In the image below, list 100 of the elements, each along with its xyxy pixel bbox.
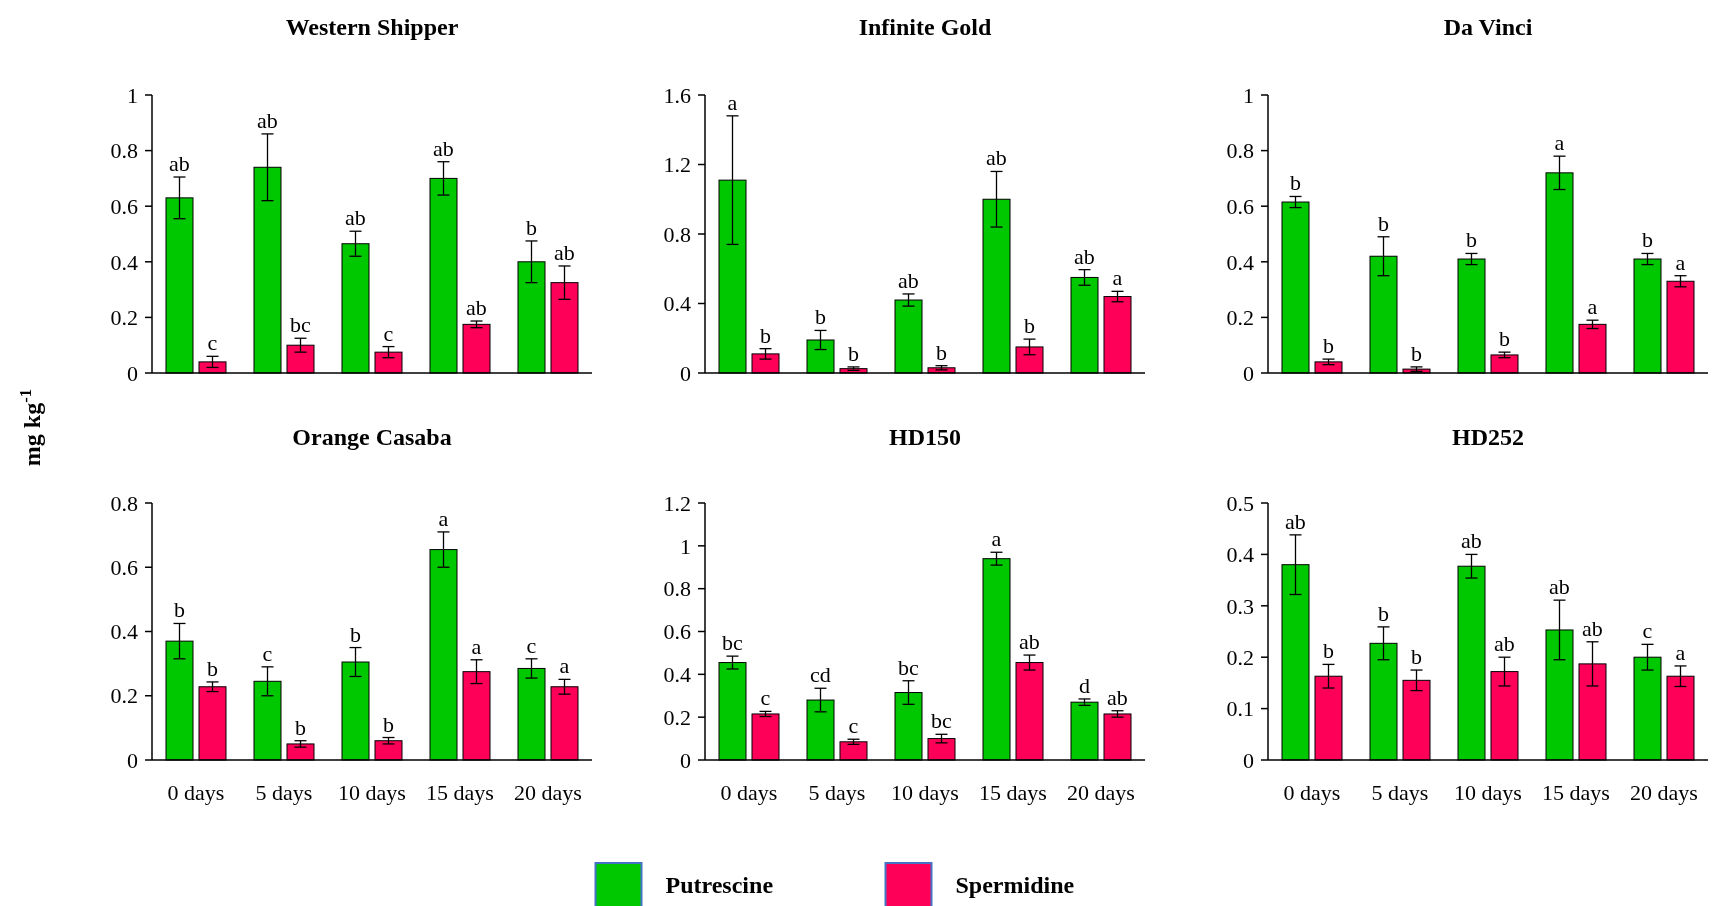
- chart-title: Orange Casaba: [292, 424, 452, 450]
- data-label: a: [727, 89, 738, 115]
- data-label: cd: [810, 662, 831, 688]
- x-tick-label: 0 days: [167, 780, 225, 805]
- data-label: b: [1323, 333, 1334, 359]
- data-label: b: [815, 304, 826, 330]
- data-label: b: [1466, 227, 1477, 253]
- y-tick-label: 0: [1243, 747, 1254, 773]
- data-label: a: [1587, 294, 1598, 320]
- x-tick-label: 20 days: [1630, 780, 1698, 805]
- y-tick-label: 0.1: [1226, 696, 1254, 722]
- data-label: bc: [722, 630, 744, 656]
- data-label: b: [848, 340, 859, 366]
- data-label: b: [936, 339, 947, 365]
- x-tick-label: 10 days: [338, 780, 406, 805]
- y-tick-label: 0: [1243, 360, 1254, 386]
- data-label: c: [848, 713, 859, 739]
- data-label: b: [383, 711, 394, 737]
- x-tick-label: 0 days: [720, 780, 778, 805]
- data-label: b: [295, 714, 306, 740]
- y-tick-label: 0.4: [663, 291, 691, 317]
- data-label: a: [1675, 639, 1686, 665]
- x-tick-label: 0 days: [1283, 780, 1341, 805]
- y-tick-label: 0.2: [1226, 305, 1254, 331]
- data-label: c: [262, 640, 273, 666]
- y-tick-label: 0.6: [663, 619, 691, 645]
- y-tick-label: 0.3: [1226, 593, 1254, 619]
- data-label: b: [760, 322, 771, 348]
- data-label: b: [1290, 170, 1301, 196]
- data-label: a: [1112, 265, 1123, 291]
- y-tick-label: 0.4: [663, 662, 691, 688]
- data-label: a: [991, 526, 1002, 552]
- data-label: a: [438, 505, 449, 531]
- y-tick-label: 0.6: [110, 193, 138, 219]
- data-label: ab: [1494, 631, 1515, 657]
- data-label: ab: [257, 107, 278, 133]
- data-label: ab: [466, 295, 487, 321]
- y-tick-label: 0.4: [110, 249, 138, 275]
- y-tick-label: 0: [680, 360, 691, 386]
- data-label: ab: [986, 145, 1007, 171]
- data-label: bc: [290, 312, 312, 338]
- data-label: ab: [1285, 508, 1306, 534]
- data-label: ab: [1019, 629, 1040, 655]
- data-label: b: [1378, 600, 1389, 626]
- legend-label: Putrescine: [665, 872, 774, 899]
- y-tick-label: 1: [680, 533, 691, 559]
- data-label: c: [1642, 618, 1653, 644]
- data-label: ab: [1107, 684, 1128, 710]
- y-tick-label: 1: [127, 82, 138, 108]
- data-label: a: [1675, 249, 1686, 275]
- y-tick-label: 0: [680, 747, 691, 773]
- data-label: ab: [898, 267, 919, 293]
- data-label: bc: [931, 708, 953, 734]
- data-label: b: [1411, 340, 1422, 366]
- chart-title: HD150: [889, 424, 961, 450]
- data-label: ab: [1461, 528, 1482, 554]
- chart-title: Infinite Gold: [858, 14, 992, 40]
- data-label: b: [526, 214, 537, 240]
- data-label: c: [207, 330, 218, 356]
- y-tick-label: 1.6: [663, 82, 691, 108]
- data-label: c: [760, 685, 771, 711]
- data-label: b: [1499, 326, 1510, 352]
- data-label: ab: [1582, 615, 1603, 641]
- y-tick-label: 0.4: [1226, 249, 1254, 275]
- data-label: ab: [1549, 574, 1570, 600]
- x-tick-label: 15 days: [1542, 780, 1610, 805]
- chart-title: Da Vinci: [1443, 14, 1533, 40]
- data-label: ab: [554, 239, 575, 265]
- x-tick-label: 5 days: [1371, 780, 1429, 805]
- data-label: d: [1079, 672, 1090, 698]
- y-tick-label: 0.8: [663, 221, 691, 247]
- y-tick-label: 0.2: [110, 683, 138, 709]
- x-tick-label: 15 days: [426, 780, 494, 805]
- y-tick-label: 1.2: [663, 490, 691, 516]
- y-tick-label: 0.6: [1226, 193, 1254, 219]
- x-tick-label: 15 days: [979, 780, 1047, 805]
- data-label: ab: [345, 205, 366, 231]
- y-tick-label: 1.2: [663, 152, 691, 178]
- chart-title: Western Shipper: [285, 14, 459, 40]
- x-tick-label: 10 days: [891, 780, 959, 805]
- y-tick-label: 1: [1243, 82, 1254, 108]
- x-tick-label: 20 days: [1067, 780, 1135, 805]
- y-tick-label: 0.8: [110, 138, 138, 164]
- data-label: c: [383, 320, 394, 346]
- y-tick-label: 0.4: [110, 619, 138, 645]
- data-label: a: [471, 633, 482, 659]
- y-tick-label: 0.2: [663, 704, 691, 730]
- data-label: b: [1323, 638, 1334, 664]
- x-tick-label: 10 days: [1454, 780, 1522, 805]
- x-tick-label: 5 days: [808, 780, 866, 805]
- y-tick-label: 0.4: [1226, 542, 1254, 568]
- data-label: bc: [898, 654, 920, 680]
- data-label: ab: [433, 135, 454, 161]
- y-tick-label: 0.2: [110, 305, 138, 331]
- y-tick-label: 0.8: [110, 490, 138, 516]
- y-tick-label: 0: [127, 360, 138, 386]
- data-label: ab: [169, 151, 190, 177]
- data-label: a: [559, 653, 570, 679]
- y-tick-label: 0.2: [1226, 644, 1254, 670]
- data-label: b: [174, 597, 185, 623]
